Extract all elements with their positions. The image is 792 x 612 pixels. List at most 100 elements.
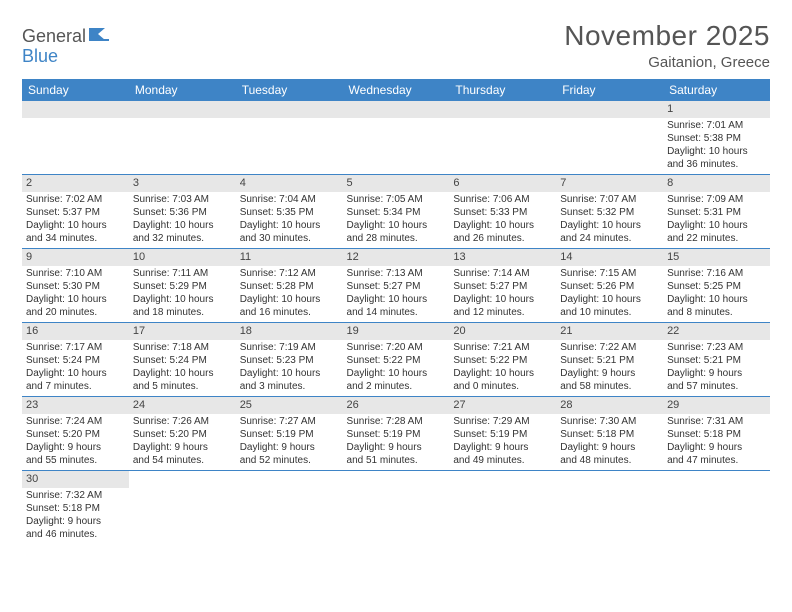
day-details: Sunrise: 7:31 AMSunset: 5:18 PMDaylight:… [663, 414, 770, 470]
daylight-text-2: and 58 minutes. [560, 380, 659, 393]
calendar-cell [556, 101, 663, 175]
calendar-cell: 7Sunrise: 7:07 AMSunset: 5:32 PMDaylight… [556, 175, 663, 249]
daylight-text-1: Daylight: 9 hours [26, 441, 125, 454]
day-details: Sunrise: 7:09 AMSunset: 5:31 PMDaylight:… [663, 192, 770, 248]
calendar-page: General November 2025 Gaitanion, Greece … [0, 0, 792, 554]
sunset-text: Sunset: 5:31 PM [667, 206, 766, 219]
daylight-text-2: and 16 minutes. [240, 306, 339, 319]
daylight-text-1: Daylight: 9 hours [667, 367, 766, 380]
calendar-row: 9Sunrise: 7:10 AMSunset: 5:30 PMDaylight… [22, 249, 770, 323]
month-title: November 2025 [564, 20, 770, 52]
daylight-text-1: Daylight: 9 hours [26, 515, 125, 528]
sunrise-text: Sunrise: 7:23 AM [667, 341, 766, 354]
day-details: Sunrise: 7:12 AMSunset: 5:28 PMDaylight:… [236, 266, 343, 322]
daylight-text-1: Daylight: 9 hours [347, 441, 446, 454]
sunset-text: Sunset: 5:18 PM [26, 502, 125, 515]
day-details: Sunrise: 7:05 AMSunset: 5:34 PMDaylight:… [343, 192, 450, 248]
calendar-cell: 24Sunrise: 7:26 AMSunset: 5:20 PMDayligh… [129, 397, 236, 471]
calendar-cell [556, 471, 663, 545]
sunrise-text: Sunrise: 7:04 AM [240, 193, 339, 206]
daylight-text-2: and 5 minutes. [133, 380, 232, 393]
daylight-text-1: Daylight: 9 hours [667, 441, 766, 454]
daylight-text-2: and 12 minutes. [453, 306, 552, 319]
day-number: 10 [129, 249, 236, 266]
sunset-text: Sunset: 5:19 PM [347, 428, 446, 441]
empty-day-bar [129, 101, 236, 118]
day-number: 25 [236, 397, 343, 414]
sunset-text: Sunset: 5:30 PM [26, 280, 125, 293]
day-number: 9 [22, 249, 129, 266]
daylight-text-1: Daylight: 10 hours [133, 367, 232, 380]
daylight-text-1: Daylight: 10 hours [453, 367, 552, 380]
sunrise-text: Sunrise: 7:30 AM [560, 415, 659, 428]
daylight-text-1: Daylight: 10 hours [667, 293, 766, 306]
day-number: 4 [236, 175, 343, 192]
dayname-saturday: Saturday [663, 79, 770, 101]
sunrise-text: Sunrise: 7:02 AM [26, 193, 125, 206]
calendar-cell [449, 471, 556, 545]
day-number: 28 [556, 397, 663, 414]
sunset-text: Sunset: 5:21 PM [667, 354, 766, 367]
daylight-text-2: and 10 minutes. [560, 306, 659, 319]
calendar-cell: 10Sunrise: 7:11 AMSunset: 5:29 PMDayligh… [129, 249, 236, 323]
daylight-text-2: and 18 minutes. [133, 306, 232, 319]
daylight-text-1: Daylight: 10 hours [667, 145, 766, 158]
sunrise-text: Sunrise: 7:26 AM [133, 415, 232, 428]
sunrise-text: Sunrise: 7:24 AM [26, 415, 125, 428]
sunrise-text: Sunrise: 7:22 AM [560, 341, 659, 354]
calendar-cell: 2Sunrise: 7:02 AMSunset: 5:37 PMDaylight… [22, 175, 129, 249]
day-details: Sunrise: 7:27 AMSunset: 5:19 PMDaylight:… [236, 414, 343, 470]
dayname-wednesday: Wednesday [343, 79, 450, 101]
dayname-monday: Monday [129, 79, 236, 101]
day-number: 29 [663, 397, 770, 414]
sunrise-text: Sunrise: 7:07 AM [560, 193, 659, 206]
day-details: Sunrise: 7:26 AMSunset: 5:20 PMDaylight:… [129, 414, 236, 470]
sunrise-text: Sunrise: 7:03 AM [133, 193, 232, 206]
day-number: 6 [449, 175, 556, 192]
day-number: 3 [129, 175, 236, 192]
day-details: Sunrise: 7:02 AMSunset: 5:37 PMDaylight:… [22, 192, 129, 248]
day-number: 13 [449, 249, 556, 266]
calendar-cell [449, 101, 556, 175]
daylight-text-1: Daylight: 10 hours [240, 293, 339, 306]
calendar-cell [343, 101, 450, 175]
page-header: General November 2025 Gaitanion, Greece [22, 20, 770, 71]
daylight-text-1: Daylight: 10 hours [133, 219, 232, 232]
calendar-row: 16Sunrise: 7:17 AMSunset: 5:24 PMDayligh… [22, 323, 770, 397]
daylight-text-2: and 54 minutes. [133, 454, 232, 467]
sunset-text: Sunset: 5:35 PM [240, 206, 339, 219]
calendar-cell: 17Sunrise: 7:18 AMSunset: 5:24 PMDayligh… [129, 323, 236, 397]
daylight-text-1: Daylight: 10 hours [26, 367, 125, 380]
day-number: 26 [343, 397, 450, 414]
sunset-text: Sunset: 5:18 PM [667, 428, 766, 441]
sunset-text: Sunset: 5:38 PM [667, 132, 766, 145]
calendar-cell [236, 471, 343, 545]
calendar-cell: 16Sunrise: 7:17 AMSunset: 5:24 PMDayligh… [22, 323, 129, 397]
daylight-text-2: and 47 minutes. [667, 454, 766, 467]
calendar-row: 30Sunrise: 7:32 AMSunset: 5:18 PMDayligh… [22, 471, 770, 545]
calendar-cell [129, 101, 236, 175]
sunrise-text: Sunrise: 7:28 AM [347, 415, 446, 428]
sunset-text: Sunset: 5:19 PM [453, 428, 552, 441]
day-details: Sunrise: 7:07 AMSunset: 5:32 PMDaylight:… [556, 192, 663, 248]
daylight-text-1: Daylight: 10 hours [26, 219, 125, 232]
day-details: Sunrise: 7:14 AMSunset: 5:27 PMDaylight:… [449, 266, 556, 322]
day-number: 5 [343, 175, 450, 192]
sunset-text: Sunset: 5:32 PM [560, 206, 659, 219]
daylight-text-1: Daylight: 10 hours [347, 293, 446, 306]
calendar-cell: 18Sunrise: 7:19 AMSunset: 5:23 PMDayligh… [236, 323, 343, 397]
sunset-text: Sunset: 5:28 PM [240, 280, 339, 293]
sunset-text: Sunset: 5:27 PM [347, 280, 446, 293]
calendar-cell: 27Sunrise: 7:29 AMSunset: 5:19 PMDayligh… [449, 397, 556, 471]
day-number: 12 [343, 249, 450, 266]
day-number: 11 [236, 249, 343, 266]
day-details: Sunrise: 7:17 AMSunset: 5:24 PMDaylight:… [22, 340, 129, 396]
sunrise-text: Sunrise: 7:01 AM [667, 119, 766, 132]
day-details: Sunrise: 7:01 AMSunset: 5:38 PMDaylight:… [663, 118, 770, 174]
sunrise-text: Sunrise: 7:17 AM [26, 341, 125, 354]
sunrise-text: Sunrise: 7:09 AM [667, 193, 766, 206]
sunrise-text: Sunrise: 7:14 AM [453, 267, 552, 280]
day-number: 2 [22, 175, 129, 192]
day-number: 23 [22, 397, 129, 414]
day-details: Sunrise: 7:03 AMSunset: 5:36 PMDaylight:… [129, 192, 236, 248]
